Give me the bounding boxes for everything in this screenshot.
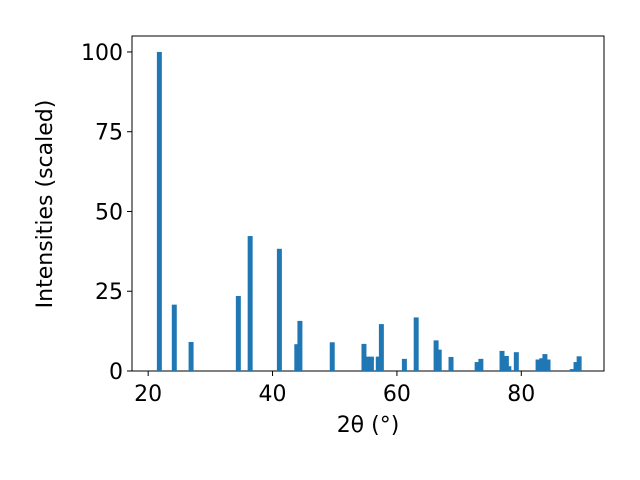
bar: [247, 236, 253, 371]
bar: [188, 341, 194, 371]
bar: [478, 358, 484, 371]
bar: [171, 304, 177, 371]
y-tick-label: 100: [81, 41, 123, 66]
bar: [499, 350, 505, 371]
bar: [506, 366, 512, 371]
bar: [401, 358, 407, 371]
bar: [329, 342, 335, 371]
y-tick-label: 0: [109, 360, 123, 385]
bar: [474, 362, 480, 371]
bar: [378, 324, 384, 371]
bar: [413, 317, 419, 371]
bar: [375, 356, 381, 371]
x-tick-label: 60: [383, 382, 411, 407]
y-tick-label: 50: [95, 200, 123, 225]
plot-frame: [131, 35, 605, 372]
bar: [573, 362, 579, 371]
y-tick-label: 25: [95, 280, 123, 305]
bar: [368, 356, 374, 371]
bar: [503, 356, 509, 371]
bar: [539, 358, 545, 371]
bar: [294, 344, 300, 371]
bar: [448, 356, 454, 371]
bar: [156, 51, 162, 371]
bar: [436, 349, 442, 371]
bar: [542, 354, 548, 371]
bar: [361, 343, 367, 371]
bar: [513, 352, 519, 371]
bar: [276, 248, 282, 371]
x-tick-label: 20: [134, 382, 162, 407]
bar: [364, 356, 370, 371]
bar: [535, 359, 541, 371]
bar: [433, 340, 439, 371]
x-tick-label: 40: [259, 382, 287, 407]
bar: [576, 356, 582, 371]
y-axis-label: Intensities (scaled): [33, 100, 58, 309]
x-axis-label: 2θ (°): [337, 413, 400, 438]
bar: [297, 320, 303, 371]
bar: [235, 296, 241, 371]
x-tick-label: 80: [507, 382, 535, 407]
y-tick-label: 75: [95, 121, 123, 146]
bar: [545, 359, 551, 371]
bar: [569, 369, 575, 371]
